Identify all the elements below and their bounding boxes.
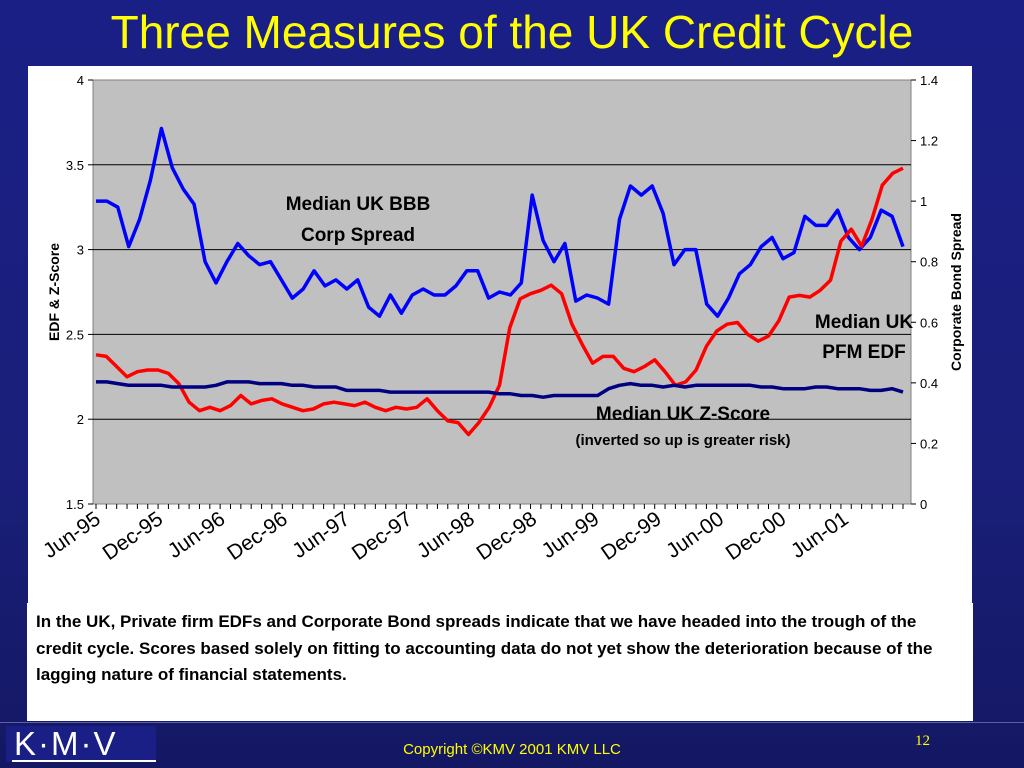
slide-title: Three Measures of the UK Credit Cycle (110, 6, 914, 58)
x-tick-label: Dec-97 (348, 507, 417, 565)
spread-annotation-line1: Median UK BBB (286, 194, 431, 215)
x-tick-label: Jun-99 (538, 507, 604, 563)
zscore-annotation-line2: (inverted so up is greater risk) (575, 432, 790, 449)
right-axis-ticks: 0 0.2 0.4 0.6 0.8 1 1.2 1.4 (911, 73, 938, 512)
left-axis-ticks: 1.5 2 2.5 3 3.5 4 (66, 73, 93, 512)
right-tick-label: 1.2 (920, 134, 938, 149)
right-tick-label: 0.2 (920, 436, 938, 451)
x-axis-ticks: Jun-95Dec-95Jun-96Dec-96Jun-97Dec-97Jun-… (39, 504, 904, 565)
credit-cycle-chart: 1.5 2 2.5 3 3.5 4 0 0.2 0.4 0.6 0.8 1 1.2 1.4 Jun-95… (39, 73, 964, 565)
edf-annotation-line2: PFM EDF (822, 342, 905, 363)
page-number: 12 (915, 733, 930, 749)
left-tick-label: 1.5 (66, 497, 84, 512)
chart-panel: 1.5 2 2.5 3 3.5 4 0 0.2 0.4 0.6 0.8 1 1.2 1.4 Jun-95… (28, 66, 972, 604)
zscore-annotation-line1: Median UK Z-Score (596, 404, 770, 425)
copyright-notice: Copyright ©KMV 2001 KMV LLC (403, 741, 621, 758)
x-tick-label: Dec-99 (597, 507, 666, 565)
left-tick-label: 2.5 (66, 327, 84, 342)
commentary-text: In the UK, Private firm EDFs and Corpora… (27, 603, 973, 721)
x-tick-label: Dec-00 (722, 507, 791, 565)
x-tick-label: Dec-96 (223, 507, 292, 565)
left-tick-label: 2 (77, 412, 84, 427)
x-tick-label: Dec-98 (472, 507, 541, 565)
x-tick-label: Dec-95 (99, 507, 168, 565)
x-tick-label: Jun-00 (662, 507, 728, 563)
edf-annotation-line1: Median UK (815, 312, 913, 333)
right-axis-label: Corporate Bond Spread (948, 213, 964, 371)
right-tick-label: 0.4 (920, 376, 938, 391)
left-tick-label: 3.5 (66, 158, 84, 173)
logo-text: K·M·V (14, 725, 118, 762)
x-tick-label: Jun-98 (413, 507, 479, 563)
right-tick-label: 0.6 (920, 315, 938, 330)
x-tick-label: Jun-95 (39, 507, 105, 563)
zscore-series-line (96, 380, 904, 399)
x-tick-label: Jun-01 (787, 507, 853, 563)
right-tick-label: 0.8 (920, 255, 938, 270)
left-tick-label: 3 (77, 243, 84, 258)
left-tick-label: 4 (77, 73, 84, 88)
edf-series-line (95, 166, 904, 437)
gridlines (93, 164, 911, 420)
right-tick-label: 0 (920, 497, 927, 512)
spread-series-line (96, 126, 905, 318)
series-layer (95, 126, 905, 437)
logo-underline (12, 760, 156, 762)
spread-annotation-line2: Corp Spread (301, 225, 415, 246)
left-axis-label: EDF & Z-Score (46, 243, 62, 341)
right-tick-label: 1.4 (920, 73, 938, 88)
x-tick-label: Jun-96 (164, 507, 230, 563)
right-tick-label: 1 (920, 194, 927, 209)
x-tick-label: Jun-97 (288, 507, 354, 563)
kmv-logo: K·M·V (6, 726, 156, 762)
footer-divider (0, 722, 1024, 723)
